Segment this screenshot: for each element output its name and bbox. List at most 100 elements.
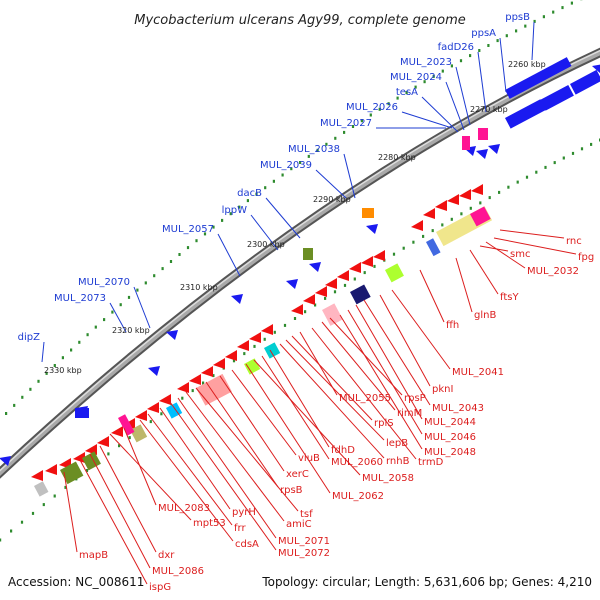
reverse-leader-line (169, 401, 277, 551)
forward-leader-line (401, 111, 453, 129)
scale-dot (405, 91, 408, 95)
reverse-gene-label: MUL_2048 (424, 447, 476, 458)
inner-dot (441, 223, 444, 227)
reverse-gene-label: pyrH (232, 507, 256, 518)
forward-cds-arrow (476, 149, 488, 159)
inner-dot (10, 529, 13, 533)
forward-leader-line (455, 66, 471, 126)
reverse-cds-arrow (423, 208, 435, 219)
forward-gene-label: lppW (222, 205, 247, 216)
forward-leader-line (265, 197, 301, 239)
reverse-gene-label: rpsB (280, 485, 303, 496)
scale-dot (505, 34, 508, 38)
reverse-feature-block (196, 373, 232, 406)
forward-leader-line (421, 96, 459, 133)
inner-dot (571, 151, 575, 155)
scale-dot (307, 154, 310, 158)
reverse-gene-label: MUL_2086 (152, 566, 204, 577)
reverse-leader-line (493, 237, 577, 255)
scale-dot (153, 274, 156, 278)
reverse-leader-line (347, 309, 423, 435)
reverse-gene-label: MUL_2062 (332, 491, 384, 502)
reverse-cds-arrow (459, 189, 471, 200)
inner-dot (149, 420, 152, 424)
scale-dot (264, 186, 267, 190)
scale-dot (229, 212, 232, 216)
reverse-gene-label: MUL_2044 (424, 417, 476, 428)
forward-cds-arrow (148, 366, 160, 376)
reverse-cds-arrow (73, 452, 85, 463)
forward-leader-line (41, 341, 45, 363)
inner-dot (293, 317, 297, 320)
reverse-gene-label: MUL_2043 (432, 403, 484, 414)
reverse-leader-line (231, 369, 297, 456)
forward-gene-label: MUL_2073 (54, 293, 106, 304)
reverse-cds-arrow (189, 374, 201, 385)
reverse-feature-block (426, 238, 441, 257)
inner-dot (202, 381, 205, 385)
kbp-tick-label: 2320 kbp (112, 326, 150, 335)
reverse-leader-line (109, 433, 192, 521)
reverse-gene-label: MUL_2072 (278, 548, 330, 559)
scale-dot (103, 318, 106, 322)
reverse-leader-line (245, 363, 331, 494)
scale-dot (450, 64, 453, 68)
reverse-gene-label: rnc (566, 236, 582, 247)
scale-dot (570, 1, 573, 5)
inner-dot (516, 180, 519, 184)
forward-gene-label: MUL_2057 (162, 224, 214, 235)
inner-dot (402, 246, 405, 250)
forward-leader-line (499, 37, 507, 93)
forward-feature-block (478, 128, 488, 140)
reverse-leader-line (355, 304, 423, 420)
reverse-gene-label: lepB (386, 438, 408, 449)
scale-dot (487, 44, 490, 47)
reverse-gene-label: tsf (300, 509, 313, 520)
inner-dot (283, 323, 287, 327)
scale-dot (37, 379, 40, 383)
reverse-cds-arrow (237, 340, 249, 351)
scale-dot (29, 387, 32, 391)
reverse-cds-arrow (373, 250, 385, 261)
reverse-cds-arrow (291, 304, 303, 315)
forward-cds-block (75, 408, 89, 418)
reverse-gene-label: rnhB (386, 456, 410, 467)
forward-cds-arrow (286, 279, 298, 289)
inner-dot (450, 217, 453, 221)
reverse-leader-line (363, 299, 431, 406)
reverse-leader-line (285, 339, 385, 441)
reverse-leader-line (89, 453, 151, 569)
scale-dot (21, 395, 24, 399)
inner-dot (64, 485, 67, 489)
reverse-gene-label: amiC (286, 519, 312, 530)
scale-dot (186, 246, 190, 250)
inner-dot (85, 469, 89, 472)
inner-dot (53, 494, 56, 498)
forward-feature-block (362, 208, 374, 218)
forward-cds-arrow (592, 64, 600, 74)
reverse-gene-label: smc (510, 249, 530, 260)
reverse-cds-arrow (45, 464, 57, 475)
reverse-leader-line (311, 327, 417, 460)
backbone-core (0, 49, 600, 477)
map-title: Mycobacterium ulcerans Agy99, complete g… (134, 13, 466, 28)
reverse-leader-line (205, 381, 279, 488)
reverse-gene-label: dxr (158, 550, 175, 561)
forward-cds-arrow (231, 294, 243, 304)
scale-dot (387, 102, 390, 106)
reverse-cds-arrow (325, 278, 337, 289)
reverse-feature-block (243, 358, 261, 375)
reverse-cds-arrow (471, 184, 483, 195)
inner-dot (31, 511, 35, 515)
scale-dot (94, 325, 97, 329)
inner-dot (160, 412, 163, 416)
reverse-cds-arrow (111, 426, 123, 437)
reverse-leader-line (253, 359, 361, 476)
reverse-gene-label: MUL_2083 (158, 503, 210, 514)
scale-dot (423, 80, 426, 84)
forward-feature-block (462, 136, 470, 150)
scale-dot (212, 225, 215, 229)
reverse-cds-arrow (249, 332, 261, 343)
inner-dot (498, 190, 501, 194)
